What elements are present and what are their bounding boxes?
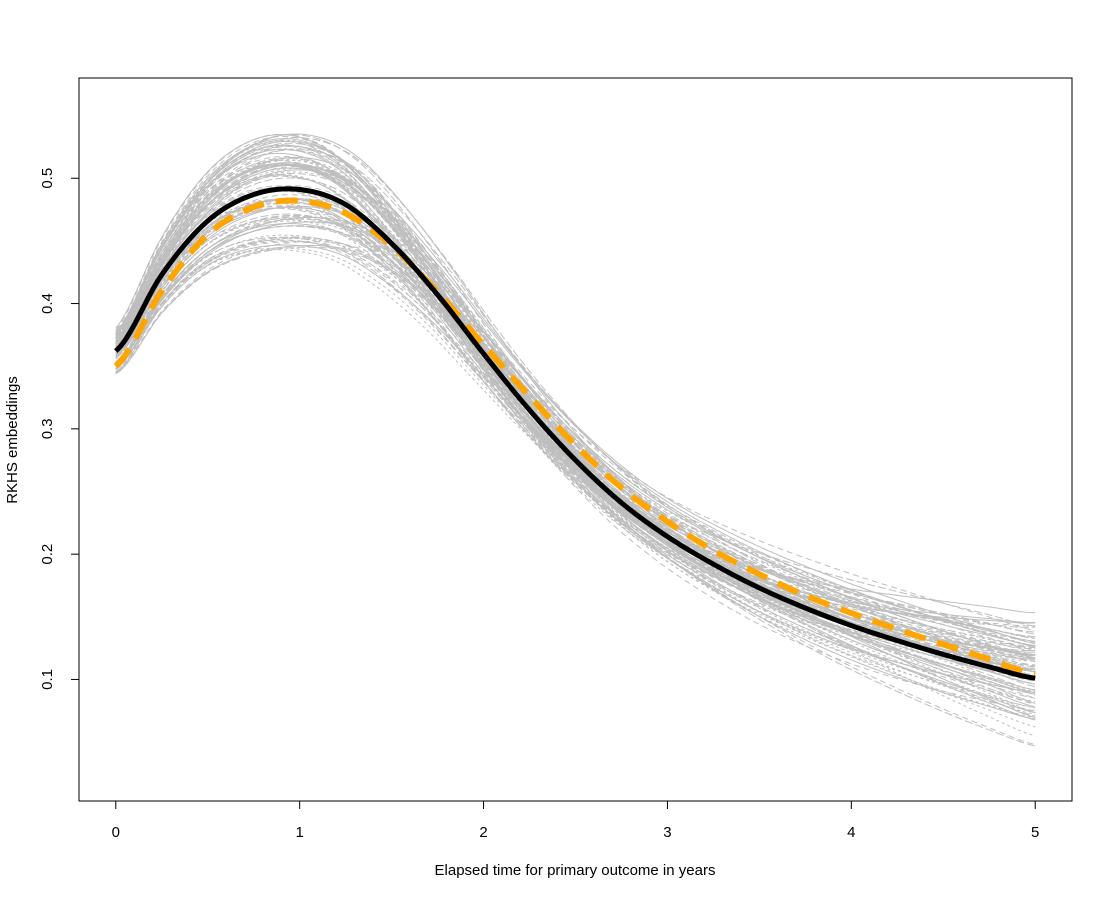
replicate-curve [115, 234, 1036, 718]
replicate-curve [115, 246, 1036, 672]
replicate-curve [115, 140, 1036, 653]
replicate-curve [115, 236, 1036, 660]
replicate-curve [115, 198, 1036, 651]
replicate-curve [115, 164, 1036, 659]
y-tick-label: 0.2 [39, 544, 56, 565]
replicate-curve [115, 185, 1036, 650]
replicate-curve [115, 198, 1036, 696]
replicate-curve [115, 157, 1036, 652]
replicate-curve [115, 220, 1036, 647]
replicate-curve [115, 240, 1036, 682]
replicate-curve [115, 247, 1036, 728]
replicate-curve [115, 159, 1036, 693]
x-tick-label: 1 [295, 824, 303, 841]
replicate-curve [115, 163, 1036, 655]
replicate-curve [115, 245, 1036, 642]
replicate-curve [115, 163, 1036, 657]
mean-embedding-line [114, 186, 1036, 681]
replicate-curve [115, 149, 1036, 647]
replicate-curve [115, 163, 1036, 633]
estimated-embedding-line [113, 197, 1036, 678]
replicate-curve [115, 207, 1036, 667]
replicate-curve [115, 202, 1036, 680]
replicate-curve [115, 198, 1036, 649]
x-axis: 0 1 2 3 4 5 [112, 800, 1039, 841]
replicate-curve [115, 174, 1036, 614]
y-tick-label: 0.5 [39, 168, 56, 189]
y-axis-title: RKHS embeddings [4, 376, 21, 504]
replicate-curve [115, 136, 1036, 663]
x-tick-label: 4 [847, 824, 855, 841]
replicate-curve [115, 216, 1036, 678]
replicate-curve [115, 140, 1036, 747]
replicate-curve [115, 138, 1036, 646]
x-tick-label: 5 [1031, 824, 1039, 841]
replicate-curve [115, 148, 1036, 659]
replicate-curve [115, 134, 1036, 685]
replicate-curve [115, 144, 1036, 627]
replicate-curve [115, 194, 1036, 643]
replicate-curves [115, 133, 1036, 747]
replicate-curve [115, 175, 1036, 704]
replicate-curve [115, 200, 1036, 693]
y-tick-label: 0.4 [39, 293, 56, 314]
replicate-curve [115, 159, 1036, 660]
replicate-curve [115, 241, 1036, 656]
x-tick-label: 3 [663, 824, 671, 841]
replicate-curve [115, 164, 1036, 673]
x-tick-label: 0 [112, 824, 120, 841]
replicate-curve [115, 214, 1036, 670]
x-axis-title: Elapsed time for primary outcome in year… [435, 862, 716, 879]
replicate-curve [115, 185, 1036, 649]
replicate-curve [115, 152, 1036, 624]
replicate-curve [115, 225, 1036, 652]
replicate-curve [115, 133, 1036, 660]
replicate-curve [115, 148, 1036, 670]
series-lines [113, 186, 1036, 681]
replicate-curve [115, 239, 1036, 746]
replicate-curve [115, 207, 1036, 673]
replicate-curve [115, 237, 1036, 656]
x-tick-label: 2 [479, 824, 487, 841]
replicate-curve [115, 187, 1036, 635]
replicate-curve [115, 244, 1036, 721]
y-tick-label: 0.3 [39, 418, 56, 439]
y-axis: 0.1 0.2 0.3 0.4 0.5 [39, 168, 80, 690]
replicate-curve [115, 190, 1036, 639]
replicate-curve [115, 137, 1036, 660]
replicate-curve [115, 164, 1036, 695]
replicate-curve [115, 145, 1036, 708]
replicate-curve [115, 218, 1036, 638]
replicate-curve [115, 142, 1036, 639]
replicate-curve [115, 156, 1036, 644]
replicate-curve [115, 202, 1036, 702]
replicate-curve [115, 218, 1036, 662]
replicate-curve [115, 225, 1036, 657]
replicate-curve [115, 197, 1036, 638]
y-tick-label: 0.1 [39, 669, 56, 690]
replicate-curve [115, 216, 1036, 632]
